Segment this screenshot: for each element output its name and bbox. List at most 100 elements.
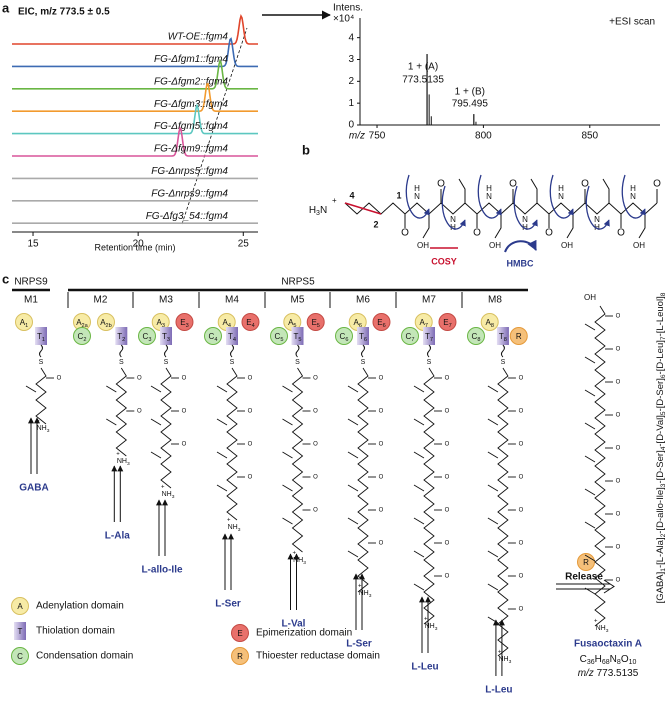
charge: + bbox=[424, 617, 428, 623]
eic-title: EIC, m/z 773.5 ± 0.5 bbox=[18, 7, 110, 18]
scan-mode: +ESI scan bbox=[609, 17, 655, 28]
atom-label: O bbox=[57, 376, 62, 382]
domain-label: A8 bbox=[485, 318, 493, 329]
atom-label: O bbox=[401, 228, 409, 239]
peptide-chain bbox=[423, 367, 435, 625]
side-chain bbox=[638, 214, 646, 239]
atom-label: N bbox=[414, 192, 420, 201]
substrate-label: L-Ser bbox=[346, 639, 372, 650]
domain-label: A3 bbox=[156, 318, 164, 329]
atom-label: O bbox=[248, 475, 253, 481]
domain bbox=[241, 313, 260, 331]
domain bbox=[15, 313, 33, 331]
hmbc-label: HMBC bbox=[507, 258, 534, 268]
atom-label: OH bbox=[633, 241, 645, 250]
side-chain bbox=[413, 517, 425, 525]
domain bbox=[423, 327, 435, 345]
y-tick-label: 1 bbox=[348, 98, 354, 109]
atom-label: O bbox=[545, 228, 553, 239]
side-chain bbox=[347, 484, 359, 492]
side-chain bbox=[282, 451, 293, 459]
trace-label: FG-Δfgm2::fgm4 bbox=[154, 76, 228, 87]
eic-trace bbox=[12, 13, 258, 45]
charge: + bbox=[227, 518, 231, 524]
domain bbox=[509, 327, 528, 345]
domain-label: A2a bbox=[76, 318, 88, 329]
peptide-chain bbox=[497, 367, 509, 657]
peak-mz: 773.5135 bbox=[402, 75, 444, 86]
domain bbox=[115, 327, 128, 345]
phosphopantetheine bbox=[39, 344, 43, 358]
guide-line bbox=[181, 27, 248, 225]
domain-label: T7 bbox=[425, 332, 433, 343]
peptide-chain bbox=[115, 367, 128, 457]
atom-label: O bbox=[379, 409, 384, 415]
atom-label: NH3 bbox=[228, 524, 241, 533]
atom-label: O bbox=[313, 376, 318, 382]
panel-label: b bbox=[302, 142, 310, 157]
atom-label: O bbox=[379, 376, 384, 382]
atom-label: O bbox=[445, 508, 450, 514]
module-label: M7 bbox=[422, 295, 436, 306]
phosphopantetheine bbox=[427, 344, 431, 358]
side-chain bbox=[216, 451, 228, 459]
atom-label: O bbox=[519, 442, 524, 448]
atom-label: O bbox=[137, 376, 142, 382]
legend-letter: E bbox=[237, 629, 242, 638]
atom-label: NH3 bbox=[117, 458, 130, 467]
phosphopantetheine bbox=[119, 344, 124, 358]
atom-label: O bbox=[509, 179, 517, 190]
side-chain bbox=[584, 356, 596, 364]
side-chain bbox=[487, 484, 499, 492]
atom-label: NH3 bbox=[425, 623, 438, 632]
side-chain bbox=[150, 385, 162, 393]
side-chain bbox=[347, 550, 359, 558]
side-chain bbox=[413, 550, 425, 558]
x-tick-label: 750 bbox=[369, 131, 386, 142]
atom-label: S bbox=[427, 359, 432, 366]
atom-label: O bbox=[248, 409, 253, 415]
domain-label: E4 bbox=[246, 318, 254, 329]
formula: C36H68N8O10 bbox=[580, 654, 637, 667]
atom-label: OH bbox=[584, 293, 596, 302]
substrate-label: L-Ala bbox=[105, 531, 130, 542]
atom-label: NH3 bbox=[596, 625, 609, 634]
domain bbox=[438, 313, 457, 331]
domain-label: A7 bbox=[419, 318, 427, 329]
domain-label: A4 bbox=[222, 318, 230, 329]
atom-label: S bbox=[119, 359, 124, 366]
x-tick-label: 25 bbox=[238, 239, 250, 250]
side-chain bbox=[282, 484, 293, 492]
atom-label: O bbox=[137, 409, 142, 415]
side-chain bbox=[584, 521, 596, 529]
side-chain bbox=[150, 451, 162, 459]
side-chain bbox=[413, 418, 425, 426]
atom-label: O bbox=[379, 475, 384, 481]
domain bbox=[335, 327, 353, 345]
side-chain bbox=[347, 385, 359, 393]
side-chain bbox=[216, 418, 228, 426]
substrate-label: L-Val bbox=[282, 619, 306, 630]
atom-label: O bbox=[445, 541, 450, 547]
atom-label: O bbox=[616, 479, 621, 485]
side-chain bbox=[347, 517, 359, 525]
domain bbox=[496, 327, 509, 345]
atom-label: O bbox=[519, 541, 524, 547]
legend-swatch bbox=[14, 622, 26, 640]
domain-label: A1 bbox=[20, 318, 28, 329]
peptide-chain bbox=[357, 367, 369, 593]
atom-label: H bbox=[558, 184, 564, 193]
domain bbox=[160, 327, 172, 345]
atom-label: O bbox=[617, 228, 625, 239]
domain-label: E6 bbox=[377, 318, 385, 329]
atom-label: O bbox=[519, 409, 524, 415]
atom-label: N bbox=[450, 215, 456, 224]
atom-label: O bbox=[616, 380, 621, 386]
x-tick-label: 20 bbox=[133, 239, 145, 250]
side-chain bbox=[413, 583, 425, 591]
substrate-label: L-Leu bbox=[411, 662, 438, 673]
side-chain bbox=[106, 385, 117, 393]
side-chain bbox=[584, 554, 596, 562]
legend-text: Condensation domain bbox=[36, 651, 133, 662]
domain-label: A6 bbox=[353, 318, 361, 329]
